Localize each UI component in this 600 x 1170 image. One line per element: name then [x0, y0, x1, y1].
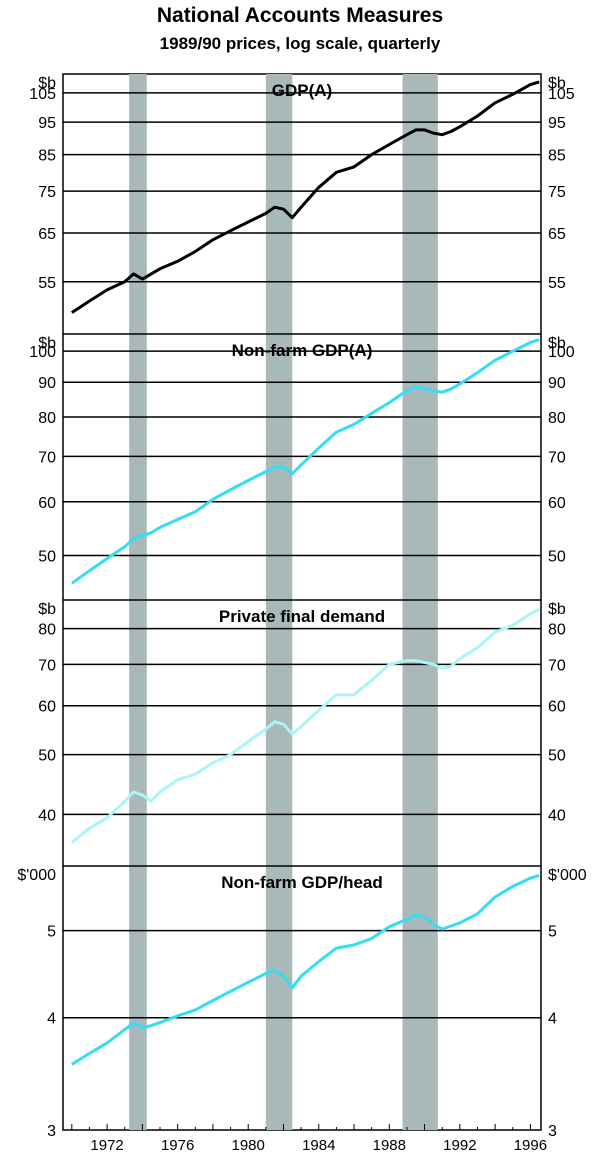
xtick-label-1992: 1992	[443, 1137, 476, 1154]
ytick-left-non-farm-gdp-a-100: 100	[29, 344, 56, 361]
ytick-right-non-farm-gdp-a-50: 50	[548, 549, 566, 566]
ytick-right-non-farm-gdp-a-90: 90	[548, 375, 566, 392]
chart-subtitle: 1989/90 prices, log scale, quarterly	[159, 34, 441, 53]
unit-right-non-farm-gdp-a: $b	[548, 335, 566, 352]
ytick-left-gdp-a-55: 55	[38, 275, 56, 292]
xtick-label-1980: 1980	[232, 1137, 265, 1154]
ytick-right-non-farm-gdp-head-3: 3	[548, 1123, 557, 1140]
ytick-right-gdp-a-75: 75	[548, 184, 566, 201]
ytick-left-gdp-a-95: 95	[38, 115, 56, 132]
xtick-label-1972: 1972	[90, 1137, 123, 1154]
ytick-right-private-final-demand-70: 70	[548, 657, 566, 674]
unit-right-gdp-a: $b	[548, 75, 566, 92]
ytick-left-gdp-a-75: 75	[38, 184, 56, 201]
chart-title: National Accounts Measures	[156, 4, 444, 27]
ytick-left-gdp-a-85: 85	[38, 148, 56, 165]
unit-left-gdp-a: $b	[38, 75, 56, 92]
ytick-right-non-farm-gdp-a-100: 100	[548, 344, 575, 361]
ytick-right-non-farm-gdp-a-70: 70	[548, 449, 566, 466]
xtick-label-1984: 1984	[302, 1137, 335, 1154]
ytick-left-non-farm-gdp-a-60: 60	[38, 495, 56, 512]
ytick-right-gdp-a-65: 65	[548, 226, 566, 243]
panel-title-non-farm-gdp-a: Non-farm GDP(A)	[232, 341, 373, 360]
series-line-private-final-demand	[70, 607, 540, 844]
ytick-right-gdp-a-95: 95	[548, 115, 566, 132]
ytick-right-non-farm-gdp-head-4: 4	[548, 1011, 557, 1028]
ytick-left-non-farm-gdp-head-3: 3	[47, 1123, 56, 1140]
series-line-non-farm-gdp-head	[71, 873, 540, 1066]
ytick-left-private-final-demand-40: 40	[38, 807, 56, 824]
ytick-left-private-final-demand-50: 50	[38, 748, 56, 765]
ytick-right-non-farm-gdp-a-80: 80	[548, 410, 566, 427]
ytick-right-private-final-demand-60: 60	[548, 699, 566, 716]
ytick-left-gdp-a-65: 65	[38, 226, 56, 243]
ytick-right-non-farm-gdp-a-60: 60	[548, 495, 566, 512]
panel-title-non-farm-gdp-head: Non-farm GDP/head	[221, 873, 383, 892]
series-line-non-farm-gdp-a	[70, 338, 540, 585]
unit-right-non-farm-gdp-head: $'000	[548, 867, 587, 884]
ytick-left-non-farm-gdp-a-70: 70	[38, 449, 56, 466]
ytick-left-private-final-demand-70: 70	[38, 657, 56, 674]
ytick-right-non-farm-gdp-head-5: 5	[548, 924, 557, 941]
plot-frame	[62, 73, 542, 1131]
ytick-left-private-final-demand-80: 80	[38, 622, 56, 639]
ytick-left-non-farm-gdp-a-50: 50	[38, 549, 56, 566]
xtick-label-1996: 1996	[514, 1137, 547, 1154]
unit-left-private-final-demand: $b	[38, 601, 56, 618]
ytick-left-non-farm-gdp-head-5: 5	[47, 924, 56, 941]
unit-right-private-final-demand: $b	[548, 601, 566, 618]
ytick-right-private-final-demand-80: 80	[548, 622, 566, 639]
ytick-right-private-final-demand-40: 40	[548, 807, 566, 824]
xtick-label-1976: 1976	[161, 1137, 194, 1154]
recession-band-2	[265, 74, 293, 1130]
ytick-right-private-final-demand-50: 50	[548, 748, 566, 765]
ytick-right-gdp-a-105: 105	[548, 86, 575, 103]
ytick-left-gdp-a-105: 105	[29, 86, 56, 103]
unit-left-non-farm-gdp-a: $b	[38, 335, 56, 352]
ytick-left-non-farm-gdp-a-90: 90	[38, 375, 56, 392]
ytick-left-non-farm-gdp-head-4: 4	[47, 1011, 56, 1028]
ytick-right-gdp-a-55: 55	[548, 275, 566, 292]
ytick-right-gdp-a-85: 85	[548, 148, 566, 165]
ytick-left-non-farm-gdp-a-80: 80	[38, 410, 56, 427]
recession-band-3	[402, 74, 438, 1130]
panel-title-private-final-demand: Private final demand	[219, 607, 385, 626]
panel-title-gdp-a: GDP(A)	[272, 81, 332, 100]
ytick-left-private-final-demand-60: 60	[38, 699, 56, 716]
xtick-label-1988: 1988	[373, 1137, 406, 1154]
series-line-gdp-a	[70, 80, 540, 314]
unit-left-non-farm-gdp-head: $'000	[17, 867, 56, 884]
